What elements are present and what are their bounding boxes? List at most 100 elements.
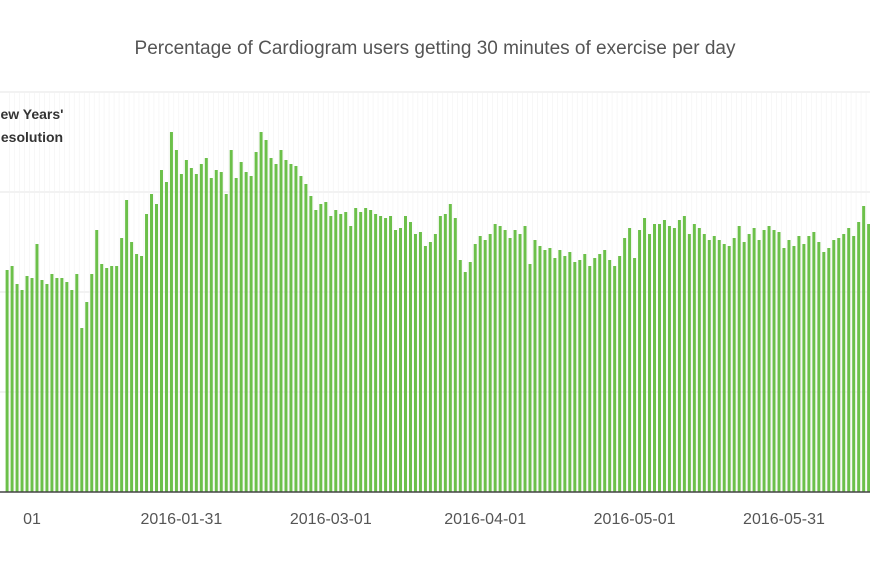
bar: [787, 240, 791, 492]
bar: [40, 280, 44, 492]
bar: [354, 208, 358, 492]
bar: [90, 274, 94, 492]
bar: [70, 290, 74, 492]
bar: [667, 226, 671, 492]
bar: [150, 194, 154, 492]
bar: [867, 224, 870, 492]
bar: [55, 278, 59, 492]
bar: [45, 284, 49, 492]
bar: [628, 228, 632, 492]
x-tick-label: 01: [23, 511, 41, 528]
bar: [553, 258, 557, 492]
bar: [304, 184, 308, 492]
bar: [458, 260, 462, 492]
bar: [533, 240, 537, 492]
bar: [638, 230, 642, 492]
bar: [204, 158, 208, 492]
bar: [588, 266, 592, 492]
bar: [583, 254, 587, 492]
bar: [712, 236, 716, 492]
bar: [822, 252, 826, 492]
bar: [159, 170, 163, 492]
bar: [558, 250, 562, 492]
bar: [852, 236, 856, 492]
bar: [837, 238, 841, 492]
bar: [817, 242, 821, 492]
bar: [468, 262, 472, 492]
bar: [115, 266, 119, 492]
bar: [757, 240, 761, 492]
bar: [538, 246, 542, 492]
bar: [483, 240, 487, 492]
bar: [772, 230, 776, 492]
bar: [573, 262, 577, 492]
bar: [543, 250, 547, 492]
bar: [423, 246, 427, 492]
bar: [433, 234, 437, 492]
bar: [75, 274, 79, 492]
bar: [319, 204, 323, 492]
annotation-line: ew Years': [0, 106, 63, 122]
bar: [777, 232, 781, 492]
bar: [244, 172, 248, 492]
bar: [618, 256, 622, 492]
bar: [518, 234, 522, 492]
bar: [25, 276, 29, 492]
bar: [692, 224, 696, 492]
bar: [179, 174, 183, 492]
bar: [608, 260, 612, 492]
bar: [10, 266, 14, 492]
bar: [105, 268, 109, 492]
bar: [399, 228, 403, 492]
bar: [80, 328, 84, 492]
bar: [747, 234, 751, 492]
bar: [782, 248, 786, 492]
bar: [727, 246, 731, 492]
bar: [603, 250, 607, 492]
bar: [120, 238, 124, 492]
bar: [30, 278, 34, 492]
bar: [65, 282, 69, 492]
bar: [95, 230, 99, 492]
bar: [802, 244, 806, 492]
bar: [448, 204, 452, 492]
x-tick-label: 2016-05-31: [743, 511, 825, 528]
bar: [50, 274, 54, 492]
bar: [254, 152, 258, 492]
bar: [662, 220, 666, 492]
bar: [857, 222, 861, 492]
bar: [234, 178, 238, 492]
bar: [145, 214, 149, 492]
bar: [219, 172, 223, 492]
bar: [722, 244, 726, 492]
bar: [862, 206, 866, 492]
bar: [633, 258, 637, 492]
x-tick-label: 2016-04-01: [444, 511, 526, 528]
bar: [164, 182, 168, 492]
bar: [578, 260, 582, 492]
bar: [503, 230, 507, 492]
chart-title: Percentage of Cardiogram users getting 3…: [134, 38, 736, 59]
x-axis-ticks: 01 2016-01-31 2016-03-01 2016-04-01 2016-05-…: [23, 511, 825, 528]
bar: [508, 238, 512, 492]
bar: [155, 204, 158, 492]
bar: [438, 216, 442, 492]
bar: [249, 176, 253, 492]
bar: [797, 236, 801, 492]
bar: [737, 226, 741, 492]
bar: [812, 232, 816, 492]
bar: [344, 212, 348, 492]
bar: [199, 164, 203, 492]
bar: [593, 258, 597, 492]
annotations: ew Years'esolutionPokemonRel: [0, 106, 63, 145]
bar: [35, 244, 39, 492]
bar: [827, 248, 831, 492]
bar: [224, 194, 228, 492]
bar: [299, 176, 303, 492]
bar: [742, 242, 746, 492]
bar: [189, 168, 193, 492]
bar: [598, 254, 602, 492]
bar: [498, 226, 502, 492]
bar: [752, 228, 756, 492]
